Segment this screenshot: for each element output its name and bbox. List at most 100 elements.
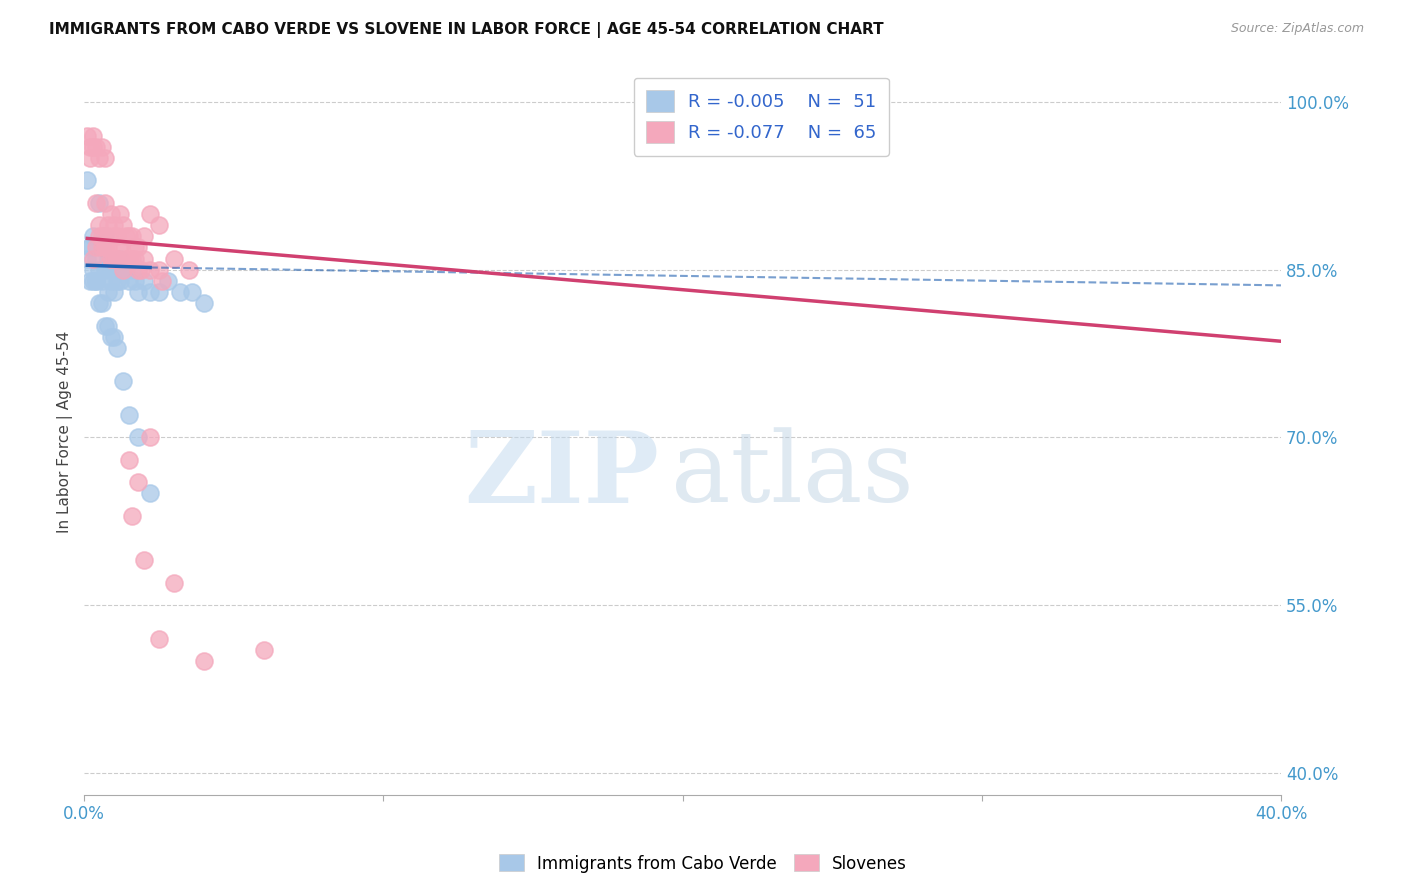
- Point: [100, 252, 122, 266]
- Point: [94, 151, 117, 165]
- Point: [193, 296, 215, 310]
- Point: [127, 285, 149, 299]
- Point: [118, 252, 141, 266]
- Point: [118, 452, 141, 467]
- Point: [127, 240, 149, 254]
- Text: IMMIGRANTS FROM CABO VERDE VS SLOVENE IN LABOR FORCE | AGE 45-54 CORRELATION CHA: IMMIGRANTS FROM CABO VERDE VS SLOVENE IN…: [49, 22, 884, 38]
- Point: [134, 274, 156, 288]
- Legend: Immigrants from Cabo Verde, Slovenes: Immigrants from Cabo Verde, Slovenes: [492, 847, 914, 880]
- Point: [115, 262, 138, 277]
- Point: [94, 195, 117, 210]
- Point: [103, 252, 125, 266]
- Point: [76, 252, 98, 266]
- Point: [91, 274, 114, 288]
- Point: [121, 229, 143, 244]
- Point: [79, 240, 101, 254]
- Point: [148, 218, 170, 232]
- Point: [100, 330, 122, 344]
- Point: [94, 229, 117, 244]
- Point: [139, 207, 162, 221]
- Point: [103, 330, 125, 344]
- Point: [193, 654, 215, 668]
- Point: [177, 262, 200, 277]
- Point: [97, 318, 120, 333]
- Point: [89, 195, 111, 210]
- Point: [94, 240, 117, 254]
- Point: [91, 229, 114, 244]
- Text: atlas: atlas: [671, 427, 914, 524]
- Point: [82, 252, 104, 266]
- Point: [82, 140, 104, 154]
- Point: [100, 262, 122, 277]
- Point: [97, 252, 120, 266]
- Point: [157, 274, 180, 288]
- Point: [84, 274, 107, 288]
- Text: Source: ZipAtlas.com: Source: ZipAtlas.com: [1230, 22, 1364, 36]
- Point: [121, 262, 143, 277]
- Text: ZIP: ZIP: [464, 427, 658, 524]
- Point: [89, 151, 111, 165]
- Point: [100, 252, 122, 266]
- Point: [148, 262, 170, 277]
- Point: [91, 240, 114, 254]
- Point: [112, 375, 135, 389]
- Point: [127, 430, 149, 444]
- Point: [150, 274, 173, 288]
- Point: [112, 262, 135, 277]
- Point: [89, 218, 111, 232]
- Point: [97, 218, 120, 232]
- Point: [79, 140, 101, 154]
- Point: [181, 285, 204, 299]
- Point: [103, 285, 125, 299]
- Point: [91, 140, 114, 154]
- Point: [82, 262, 104, 277]
- Point: [84, 252, 107, 266]
- Point: [148, 285, 170, 299]
- Point: [82, 229, 104, 244]
- Point: [127, 475, 149, 489]
- Point: [253, 642, 276, 657]
- Point: [108, 274, 131, 288]
- Point: [163, 252, 186, 266]
- Point: [103, 229, 125, 244]
- Point: [79, 274, 101, 288]
- Point: [108, 207, 131, 221]
- Point: [139, 486, 162, 500]
- Point: [115, 252, 138, 266]
- Point: [79, 240, 101, 254]
- Point: [139, 262, 162, 277]
- Point: [134, 553, 156, 567]
- Point: [105, 252, 128, 266]
- Point: [103, 262, 125, 277]
- Point: [169, 285, 191, 299]
- Point: [139, 430, 162, 444]
- Point: [84, 195, 107, 210]
- Point: [105, 341, 128, 355]
- Point: [89, 262, 111, 277]
- Point: [94, 318, 117, 333]
- Point: [118, 274, 141, 288]
- Point: [121, 252, 143, 266]
- Y-axis label: In Labor Force | Age 45-54: In Labor Force | Age 45-54: [58, 331, 73, 533]
- Point: [105, 262, 128, 277]
- Point: [84, 240, 107, 254]
- Point: [89, 229, 111, 244]
- Point: [112, 262, 135, 277]
- Point: [134, 229, 156, 244]
- Legend: R = -0.005    N =  51, R = -0.077    N =  65: R = -0.005 N = 51, R = -0.077 N = 65: [634, 78, 889, 156]
- Point: [84, 274, 107, 288]
- Point: [100, 207, 122, 221]
- Point: [148, 632, 170, 646]
- Point: [97, 285, 120, 299]
- Point: [105, 274, 128, 288]
- Point: [115, 229, 138, 244]
- Point: [134, 252, 156, 266]
- Point: [139, 285, 162, 299]
- Point: [129, 262, 152, 277]
- Point: [97, 240, 120, 254]
- Point: [100, 274, 122, 288]
- Point: [118, 229, 141, 244]
- Point: [103, 218, 125, 232]
- Point: [82, 274, 104, 288]
- Point: [127, 262, 149, 277]
